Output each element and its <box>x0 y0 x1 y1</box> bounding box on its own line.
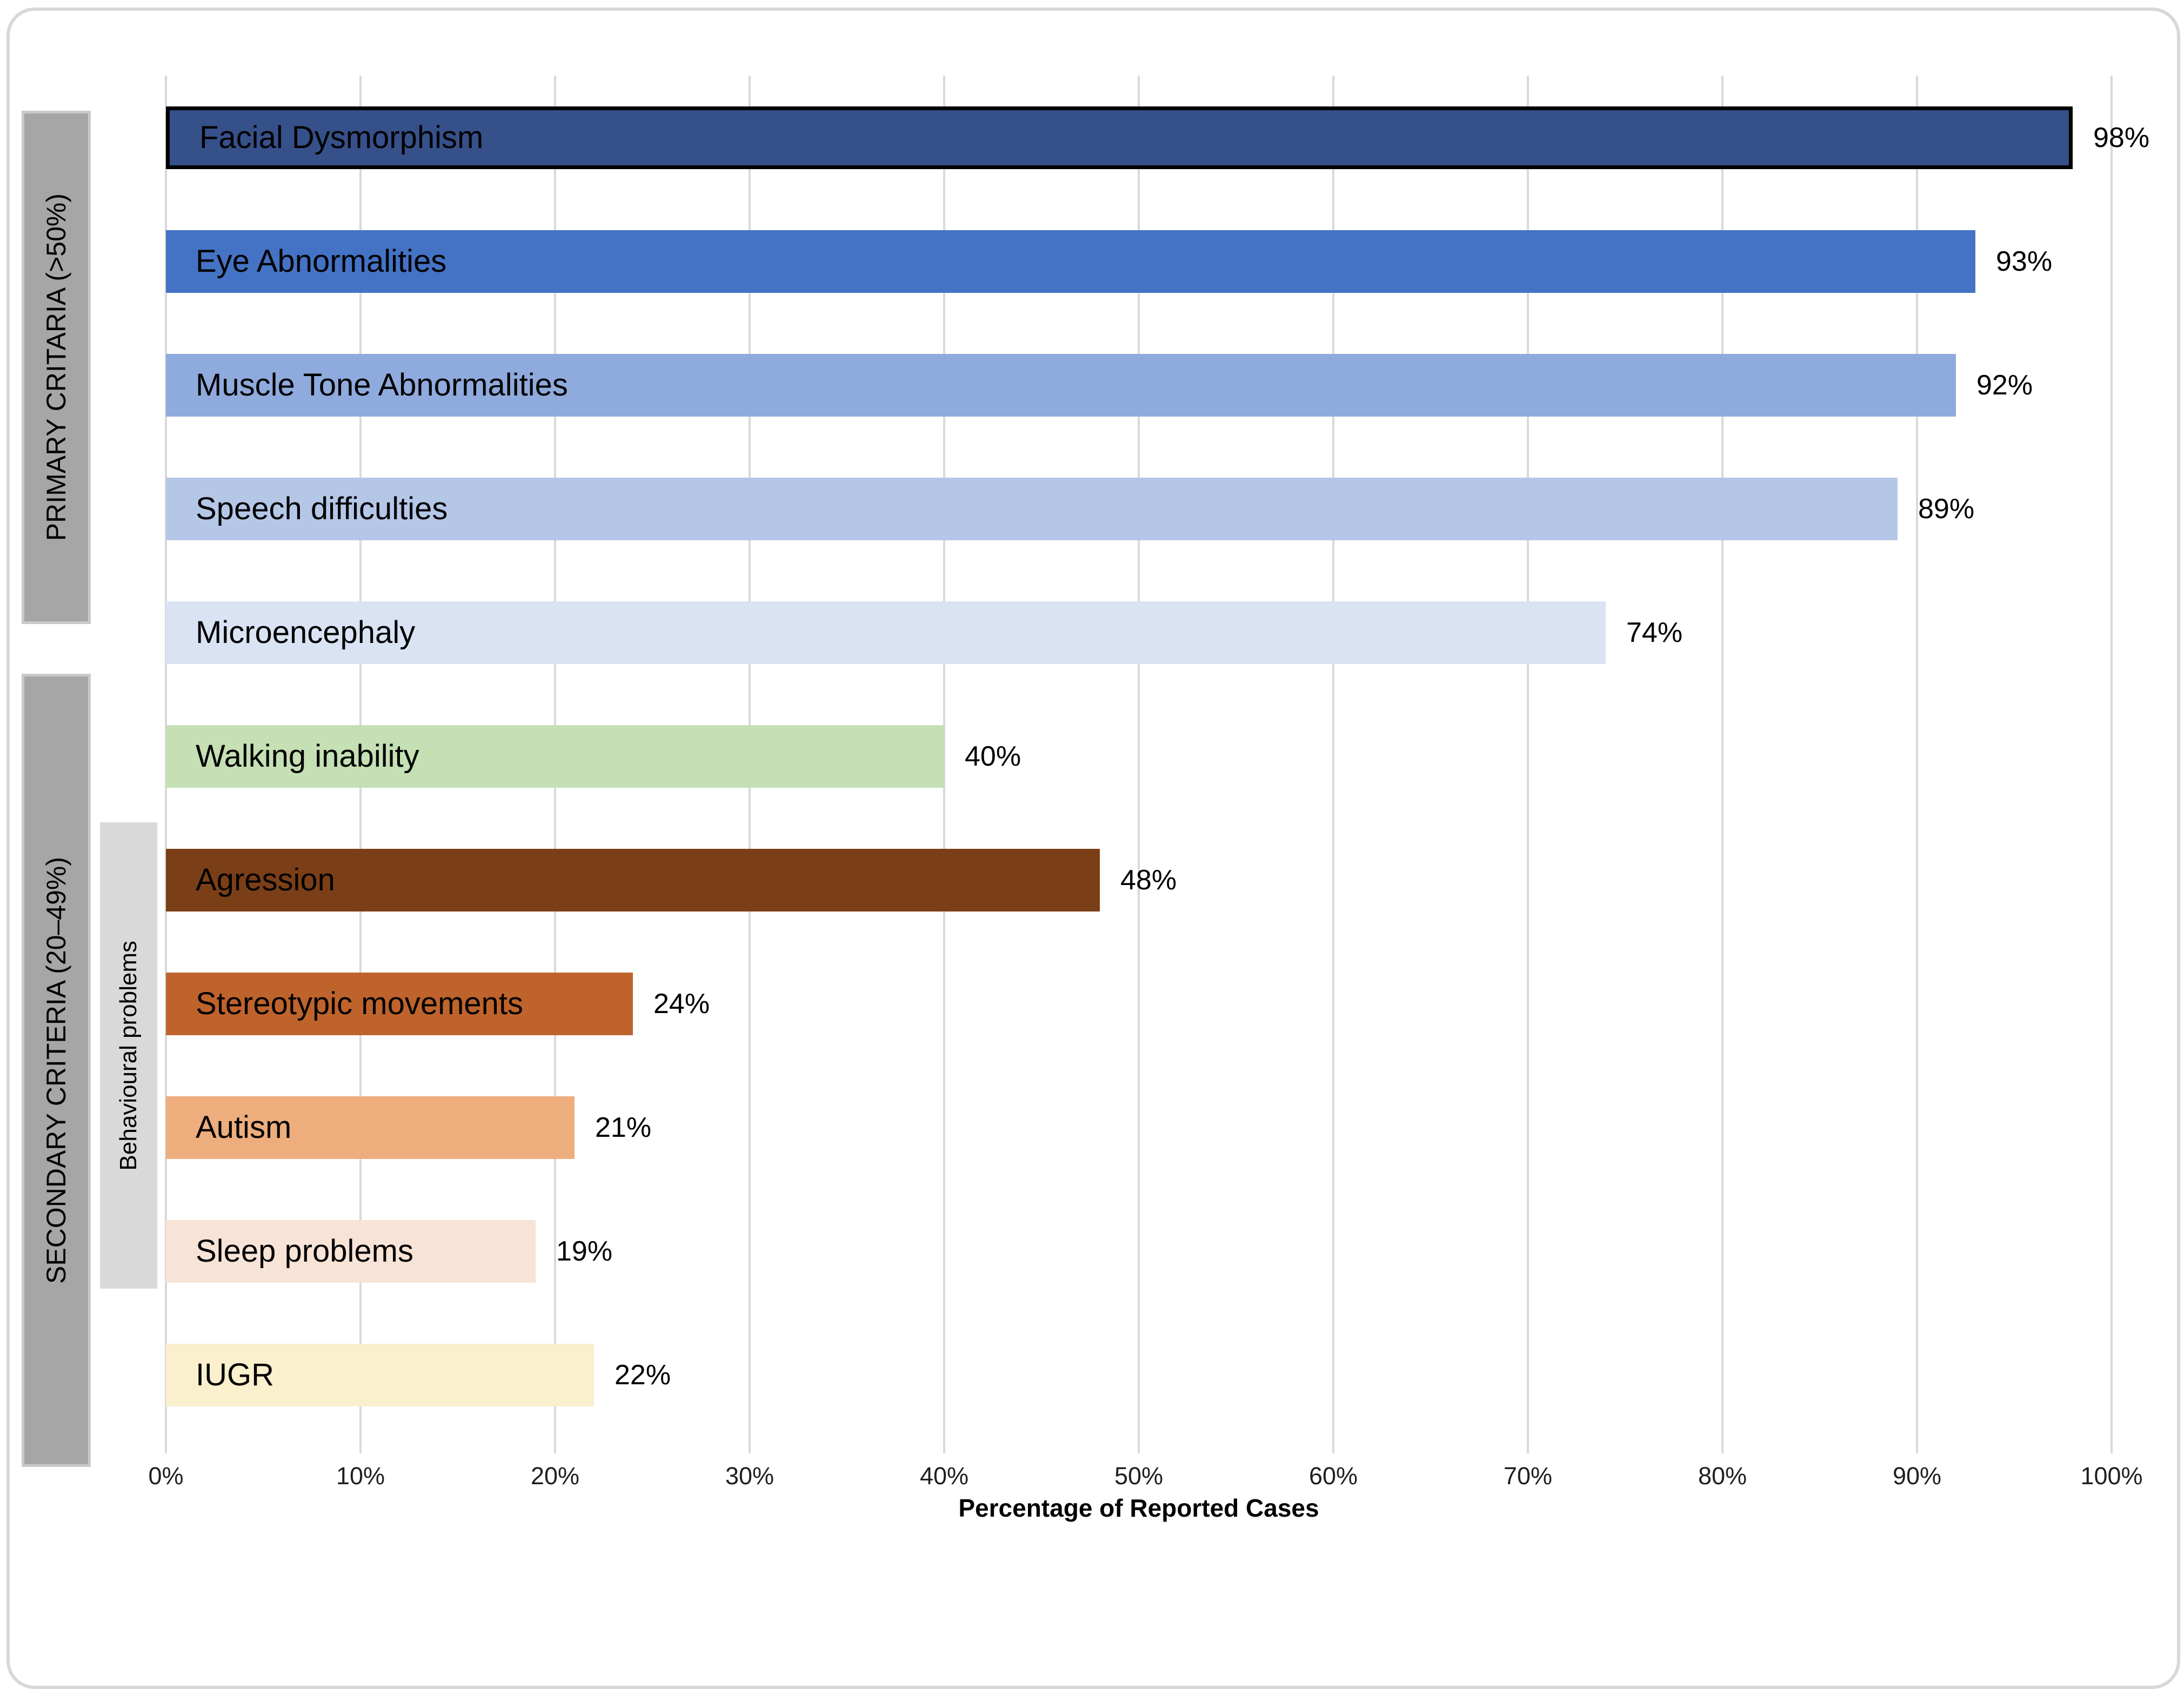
gridline <box>943 76 945 1453</box>
bar-category-label: Agression <box>196 862 335 897</box>
x-tick-label: 50% <box>1114 1462 1164 1490</box>
bar: Walking inability <box>166 725 944 788</box>
bar: Stereotypic movements <box>166 972 633 1035</box>
group-label-primary-criteria: PRIMARY CRITARIA (>50%) <box>41 193 71 541</box>
x-tick-label: 90% <box>1892 1462 1942 1490</box>
bar: Microencephaly <box>166 601 1606 664</box>
bar-category-label: IUGR <box>196 1357 274 1392</box>
bar-row: Stereotypic movements 24% <box>166 972 2112 1035</box>
bar-row: IUGR 22% <box>166 1343 2112 1406</box>
bar: Speech difficulties <box>166 477 1898 540</box>
bar-chart: Facial Dysmorphism 98% Eye Abnormalities 93… <box>22 76 2149 1522</box>
gridline <box>1527 76 1529 1453</box>
bar: Autism <box>166 1096 575 1159</box>
bar-category-label: Autism <box>196 1109 292 1145</box>
gridline <box>1138 76 1140 1453</box>
group-box-primary-criteria: PRIMARY CRITARIA (>50%) <box>22 111 91 624</box>
bar-value-label: 19% <box>556 1235 613 1267</box>
bar-category-label: Walking inability <box>196 738 419 774</box>
group-label-behavioural-problems: Behavioural problems <box>115 940 142 1171</box>
bar-value-label: 21% <box>595 1111 652 1143</box>
bar-row: Facial Dysmorphism 98% <box>166 106 2149 169</box>
bar-row: Eye Abnormalities 93% <box>166 230 2112 293</box>
group-box-behavioural-problems: Behavioural problems <box>100 822 157 1289</box>
bar-category-label: Muscle Tone Abnormalities <box>196 367 568 403</box>
bar-row: Muscle Tone Abnormalities 92% <box>166 353 2112 417</box>
bar-category-label: Sleep problems <box>196 1233 413 1269</box>
x-tick-label: 20% <box>530 1462 580 1490</box>
bar: Sleep problems <box>166 1219 536 1283</box>
gridline <box>1332 76 1334 1453</box>
bar-value-label: 98% <box>2093 122 2150 153</box>
bar-category-label: Stereotypic movements <box>196 986 524 1021</box>
group-box-secondary-criteria: SECONDARY CRITERIA (20–49%) <box>22 674 91 1467</box>
bar: Agression <box>166 848 1100 911</box>
bar-value-label: 24% <box>653 988 710 1020</box>
bar: Facial Dysmorphism <box>166 106 2073 169</box>
bar-category-label: Eye Abnormalities <box>196 243 447 279</box>
bar-row: Agression 48% <box>166 848 2112 911</box>
x-tick-label: 100% <box>2080 1462 2143 1490</box>
gridline <box>2110 76 2113 1453</box>
bar: Muscle Tone Abnormalities <box>166 353 1956 417</box>
gridline <box>1916 76 1918 1453</box>
group-label-secondary-criteria: SECONDARY CRITERIA (20–49%) <box>41 856 71 1284</box>
bar-value-label: 89% <box>1918 493 1975 525</box>
x-tick-label: 60% <box>1308 1462 1358 1490</box>
x-tick-label: 40% <box>919 1462 969 1490</box>
bar-value-label: 40% <box>965 740 1021 772</box>
bar-value-label: 92% <box>1976 369 2033 401</box>
x-axis-title: Percentage of Reported Cases <box>958 1494 1319 1522</box>
x-tick-label: 80% <box>1698 1462 1747 1490</box>
x-tick-label: 10% <box>336 1462 385 1490</box>
bar-row: Microencephaly 74% <box>166 601 2112 664</box>
bar: Eye Abnormalities <box>166 230 1975 293</box>
bar-row: Speech difficulties 89% <box>166 477 2112 540</box>
x-tick-label: 30% <box>725 1462 774 1490</box>
bar-row: Sleep problems 19% <box>166 1219 2112 1283</box>
plot-area: Facial Dysmorphism 98% Eye Abnormalities 93… <box>165 76 2149 1453</box>
bar: IUGR <box>166 1343 594 1406</box>
gridline <box>1721 76 1724 1453</box>
bar-category-label: Facial Dysmorphism <box>199 119 484 155</box>
bar-row: Walking inability 40% <box>166 725 2112 788</box>
bar-value-label: 74% <box>1626 616 1683 648</box>
bar-row: Autism 21% <box>166 1096 2112 1159</box>
bar-value-label: 22% <box>615 1359 671 1391</box>
bar-value-label: 93% <box>1996 245 2053 277</box>
x-tick-label: 0% <box>148 1462 184 1490</box>
bar-category-label: Microencephaly <box>196 614 416 650</box>
bar-category-label: Speech difficulties <box>196 491 448 526</box>
bar-value-label: 48% <box>1120 864 1177 896</box>
x-tick-label: 70% <box>1503 1462 1553 1490</box>
